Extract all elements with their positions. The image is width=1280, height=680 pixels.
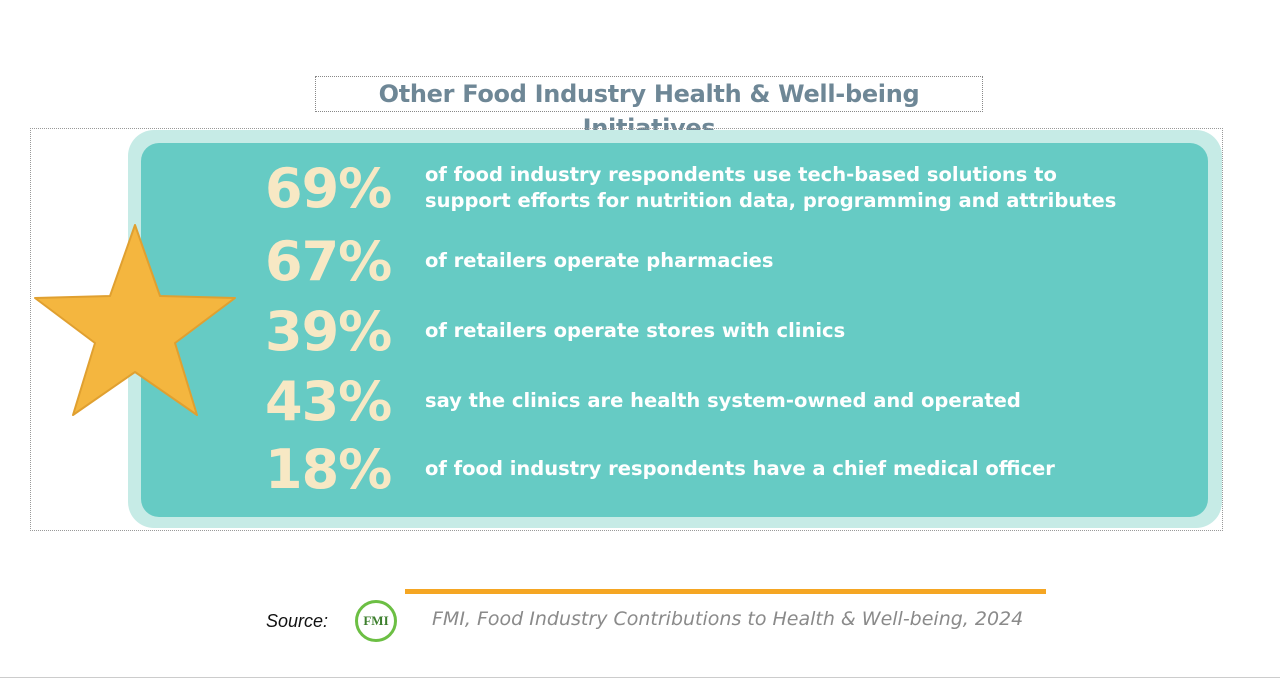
divider <box>405 589 1046 594</box>
star-icon <box>34 224 236 416</box>
stat-text: of retailers operate pharmacies <box>425 249 774 272</box>
stat-row: 18% of food industry respondents have a c… <box>265 436 1165 502</box>
stat-row: 43% say the clinics are health system-own… <box>265 366 1165 436</box>
stat-value: 39% <box>265 299 392 363</box>
stat-text: of retailers operate stores with clinics <box>425 319 846 342</box>
star <box>34 224 236 416</box>
stat-row: 67% of retailers operate pharmacies <box>265 226 1165 296</box>
stat-text: say the clinics are health system-owned … <box>425 389 1021 412</box>
stat-row: 69% of food industry respondents use tech… <box>265 150 1165 226</box>
stat-text: of food industry respondents have a chie… <box>425 457 1055 480</box>
logo: FMI <box>355 600 397 642</box>
citation: FMI, Food Industry Contributions to Heal… <box>432 608 1024 630</box>
source-label: Source: <box>266 611 329 631</box>
stats-list: 69% of food industry respondents use tech… <box>265 150 1165 502</box>
stat-row: 39% of retailers operate stores with clin… <box>265 296 1165 366</box>
stat-value: 69% <box>265 156 392 220</box>
frame <box>30 128 1223 531</box>
stat-value: 67% <box>265 229 392 293</box>
stat-text: of food industry respondents use tech-ba… <box>425 163 1117 212</box>
bottom-line <box>0 677 1280 678</box>
panel <box>141 143 1208 517</box>
stat-value: 18% <box>265 437 392 501</box>
title: Other Food Industry Health & Well-being … <box>315 76 983 142</box>
stat-value: 43% <box>265 369 392 433</box>
